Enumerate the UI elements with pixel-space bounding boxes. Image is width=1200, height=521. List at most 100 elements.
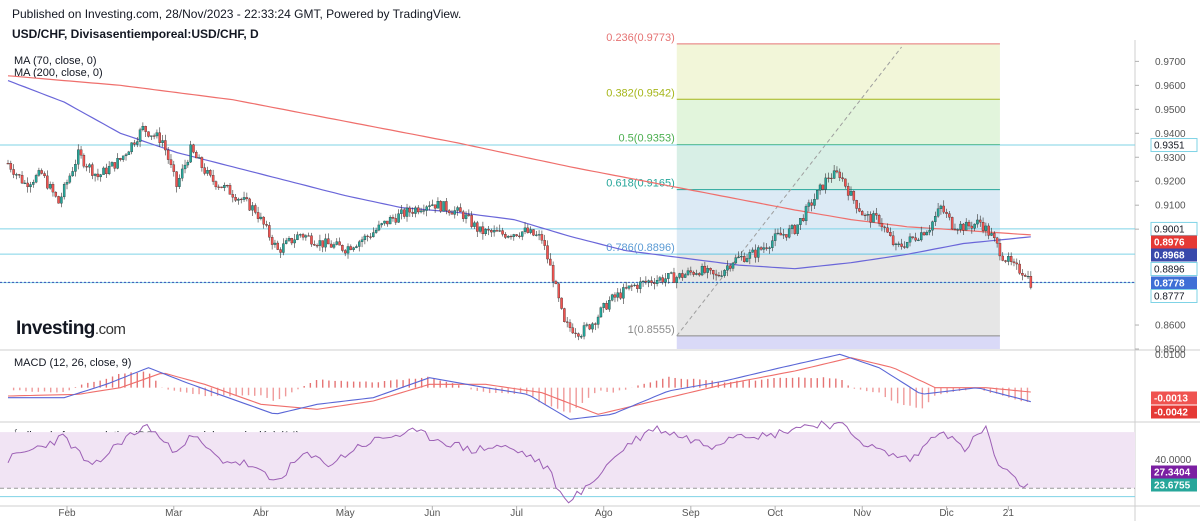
candle bbox=[245, 197, 249, 200]
candle bbox=[119, 158, 122, 160]
candle bbox=[88, 164, 91, 168]
candle bbox=[709, 268, 712, 271]
price-tick-label: 0.9400 bbox=[1155, 129, 1186, 140]
candle bbox=[402, 209, 406, 217]
candle bbox=[32, 182, 35, 185]
candle bbox=[582, 325, 586, 337]
candle bbox=[667, 273, 670, 279]
price-tick-label: 0.9500 bbox=[1155, 105, 1186, 116]
candle bbox=[692, 271, 695, 275]
candle bbox=[133, 142, 136, 145]
ma70-legend: MA (70, close, 0) bbox=[14, 55, 97, 67]
candle bbox=[768, 247, 771, 249]
candle bbox=[745, 258, 749, 262]
x-axis-label: Dic bbox=[939, 508, 953, 519]
candle bbox=[827, 177, 830, 179]
logo-text: Investing bbox=[16, 318, 95, 339]
candle bbox=[821, 184, 825, 190]
candle bbox=[228, 185, 232, 195]
candle bbox=[464, 214, 468, 219]
candle bbox=[102, 167, 105, 175]
candle bbox=[91, 164, 94, 176]
candle bbox=[259, 216, 263, 219]
candle bbox=[869, 214, 872, 223]
candle bbox=[908, 236, 912, 243]
candle bbox=[579, 336, 583, 338]
candle bbox=[161, 140, 164, 144]
fib-zone-bottom bbox=[676, 335, 1000, 349]
candle bbox=[661, 277, 664, 283]
candle bbox=[546, 245, 549, 260]
candle bbox=[1001, 255, 1004, 261]
candle bbox=[678, 273, 681, 278]
fib-level-label: 0.786(0.8896) bbox=[606, 242, 675, 254]
candle bbox=[6, 163, 10, 165]
candle bbox=[799, 218, 802, 225]
fib-zone bbox=[676, 189, 1000, 255]
candle bbox=[324, 238, 327, 248]
candle bbox=[372, 232, 375, 238]
candle bbox=[577, 333, 580, 337]
candle bbox=[672, 272, 676, 283]
candle bbox=[846, 186, 850, 196]
price-tag-line-bg bbox=[1150, 221, 1198, 236]
price-tick-label: 0.9300 bbox=[1155, 153, 1186, 164]
candle bbox=[366, 235, 369, 237]
price-tag-last-bg bbox=[1151, 276, 1197, 290]
candle bbox=[793, 225, 797, 234]
candle bbox=[841, 177, 844, 180]
candle bbox=[962, 223, 965, 231]
price-tag-line: 0.8777 bbox=[1154, 292, 1185, 303]
macd-tag-signal-bg bbox=[1151, 391, 1197, 405]
candle bbox=[400, 209, 403, 214]
candle bbox=[624, 287, 628, 289]
candle bbox=[175, 171, 178, 187]
candle bbox=[551, 265, 555, 282]
macd-signal-line bbox=[7, 357, 1031, 415]
price-tag-line: 0.8896 bbox=[1154, 265, 1185, 276]
candle bbox=[787, 228, 791, 238]
candle bbox=[785, 234, 788, 238]
candle bbox=[51, 184, 55, 193]
candle bbox=[197, 157, 201, 159]
fib-level-label: 0.382(0.9542) bbox=[606, 87, 675, 99]
candle bbox=[900, 243, 903, 247]
investing-logo: Investing.com bbox=[16, 318, 126, 340]
candle bbox=[568, 322, 572, 328]
candle bbox=[585, 324, 589, 326]
candle bbox=[655, 280, 659, 284]
candle bbox=[875, 213, 878, 216]
ma200-line bbox=[7, 75, 1031, 236]
candle bbox=[220, 186, 223, 188]
candle bbox=[82, 155, 86, 167]
candle bbox=[169, 159, 173, 165]
candle bbox=[523, 227, 527, 232]
x-axis-label: Ago bbox=[595, 508, 613, 519]
candle bbox=[214, 181, 218, 188]
candle bbox=[537, 234, 541, 236]
candle bbox=[818, 184, 822, 191]
rsi-tag-value-bg bbox=[1151, 465, 1197, 479]
candle bbox=[338, 241, 341, 246]
candle bbox=[293, 239, 296, 244]
price-tick-label: 0.9600 bbox=[1155, 81, 1186, 92]
candle bbox=[849, 191, 853, 196]
candle bbox=[535, 234, 538, 236]
candle bbox=[71, 171, 74, 177]
candle bbox=[242, 197, 246, 200]
candle bbox=[43, 173, 46, 177]
candle bbox=[411, 211, 414, 214]
candle bbox=[858, 208, 861, 212]
candle bbox=[428, 205, 431, 207]
fib-zone bbox=[676, 43, 1000, 100]
x-axis-label: May bbox=[336, 508, 355, 519]
candle bbox=[397, 213, 400, 223]
candle bbox=[1009, 256, 1013, 262]
candle bbox=[934, 216, 937, 222]
candle bbox=[860, 211, 864, 216]
candle bbox=[773, 233, 777, 241]
candle bbox=[352, 247, 355, 250]
candle bbox=[734, 257, 738, 264]
fib-level-label: 0.618(0.9165) bbox=[606, 178, 675, 190]
